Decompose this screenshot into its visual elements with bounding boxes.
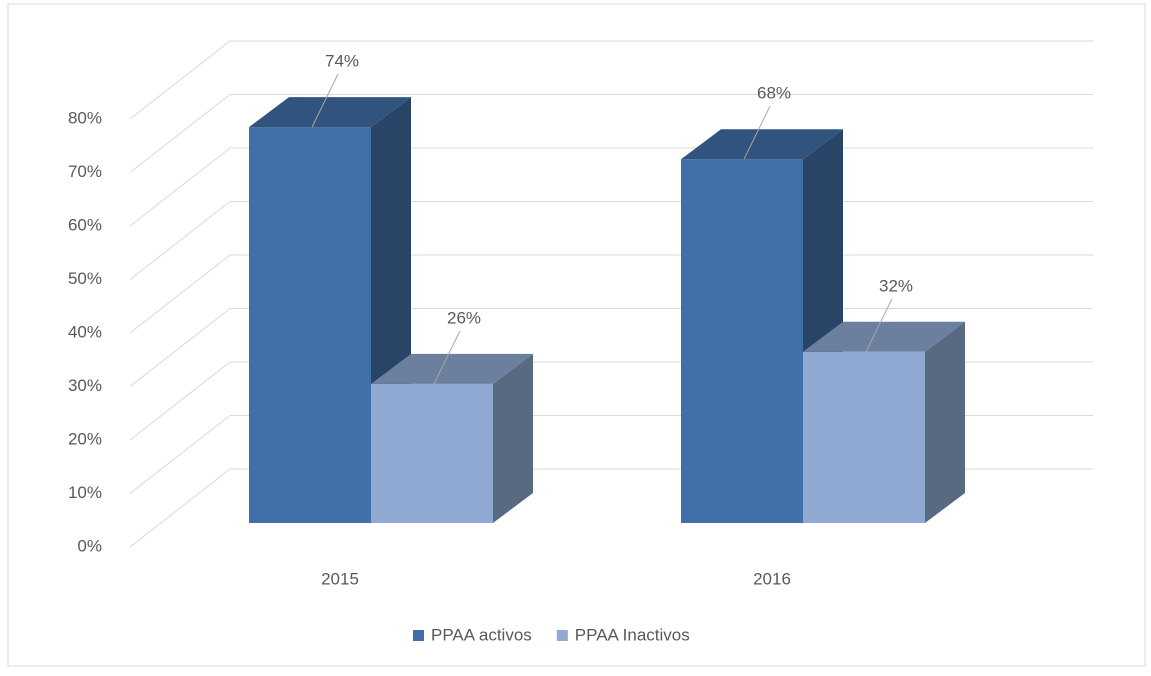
legend-swatch [556,630,568,641]
y-tick-label: 60% [68,215,102,234]
y-tick-label: 50% [68,269,102,288]
grid-line [129,147,231,227]
bar-front [803,351,925,523]
y-tick-label: 10% [68,483,102,502]
data-label: 74% [325,52,359,71]
y-tick-label: 30% [68,376,102,395]
bar-top [249,97,411,128]
leader-line [433,330,461,385]
bar-top [803,321,965,352]
x-tick-label: 2015 [321,569,359,588]
bar-front [371,383,493,523]
bar-front [249,127,371,523]
x-tick-label: 2016 [753,569,791,588]
grid-line [129,308,231,387]
chart-border [7,3,1146,667]
bar-side [925,321,965,523]
bar-top [681,129,843,160]
data-label: 68% [757,84,791,103]
data-label: 32% [879,276,913,295]
leader-line [865,298,893,353]
legend-label: PPAA activos [431,625,532,644]
legend-swatch [413,630,424,641]
leader-line [743,105,771,160]
grid-line [129,94,231,173]
y-tick-label: 0% [77,536,102,555]
bar-front [681,159,803,523]
grid-line [129,40,231,120]
y-tick-label: 20% [68,429,102,448]
y-tick-label: 70% [68,162,102,181]
y-tick-label: 80% [68,108,102,127]
grid-line [129,254,231,334]
bar-side [493,353,533,523]
data-label: 26% [447,308,481,327]
grid-line [129,468,231,548]
leader-line [311,73,339,128]
grid-line [129,201,231,280]
grid-line [129,361,231,441]
legend-label: PPAA Inactivos [575,625,690,644]
grid-line [129,415,231,494]
y-tick-label: 40% [68,322,102,341]
bar-top [371,353,533,384]
